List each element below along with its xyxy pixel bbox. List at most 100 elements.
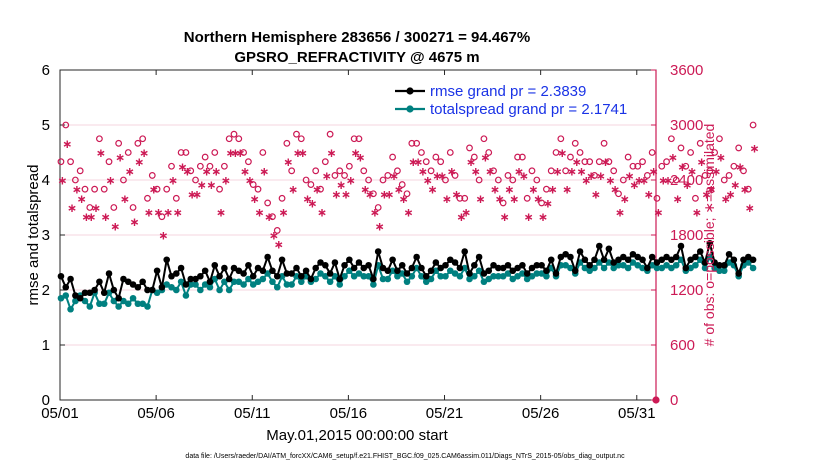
totalspread-point xyxy=(720,267,728,275)
rmse-point xyxy=(408,264,416,272)
obs-assimilated-point: ∗ xyxy=(687,164,697,178)
obs-assimilated-point: ∗ xyxy=(514,164,524,178)
obs-assimilated-point: ∗ xyxy=(278,206,288,220)
obs-possible-point xyxy=(446,149,454,156)
rmse-point xyxy=(331,259,339,266)
rmse-point xyxy=(735,270,742,277)
totalspread-point xyxy=(389,267,396,275)
obs-assimilated-point: ∗ xyxy=(399,192,409,206)
rmse-point xyxy=(422,272,430,280)
totalspread-point xyxy=(346,267,353,275)
rmse-point xyxy=(264,253,271,261)
obs-assimilated-point: ∗ xyxy=(562,183,572,197)
totalspread-point xyxy=(528,272,536,280)
totalspread-point xyxy=(581,264,589,272)
rmse-point xyxy=(466,270,473,277)
rmse-point xyxy=(586,261,593,269)
rmse-point xyxy=(105,270,113,277)
obs-possible-point xyxy=(615,190,622,198)
totalspread-point xyxy=(269,278,276,286)
totalspread-point xyxy=(384,275,392,283)
obs-possible-point xyxy=(413,139,421,147)
obs-possible-point xyxy=(706,167,714,175)
obs-assimilated-point: ∗ xyxy=(620,192,630,206)
rmse-point xyxy=(567,253,574,261)
obs-assimilated-point: ∗ xyxy=(711,164,721,178)
obs-possible-point xyxy=(283,139,291,147)
obs-possible-point xyxy=(629,162,637,170)
rmse-point xyxy=(100,289,108,297)
obs-assimilated-point: ∗ xyxy=(274,238,284,252)
totalspread-point xyxy=(523,275,531,283)
obs-possible-point xyxy=(552,149,560,156)
rmse-point xyxy=(523,270,531,277)
rmse-point xyxy=(490,261,497,269)
obs-assimilated-point: ∗ xyxy=(105,174,115,188)
obs-assimilated-point: ∗ xyxy=(298,146,308,160)
obs-assimilated-point: ∗ xyxy=(653,206,663,220)
obs-assimilated-point: ∗ xyxy=(663,174,673,188)
obs-assimilated-point: ∗ xyxy=(552,164,562,178)
obs-assimilated-point: ∗ xyxy=(437,169,447,183)
totalspread-point xyxy=(235,278,243,286)
obs-assimilated-point: ∗ xyxy=(701,187,711,201)
totalspread-point xyxy=(115,303,122,310)
obs-assimilated-point: ∗ xyxy=(259,164,269,178)
obs-assimilated-point: ∗ xyxy=(341,187,351,201)
rmse-point xyxy=(346,256,353,264)
obs-possible-point xyxy=(480,135,488,143)
obs-possible-point xyxy=(653,194,661,202)
obs-possible-point xyxy=(120,176,127,184)
obs-possible-point xyxy=(374,204,382,211)
obs-possible-point xyxy=(494,176,502,184)
rmse-point xyxy=(504,261,512,269)
obs-assimilated-point: ∗ xyxy=(461,206,471,220)
obs-possible-point xyxy=(398,181,406,188)
obs-possible-point xyxy=(466,144,473,152)
obs-possible-point xyxy=(610,167,618,175)
rmse-point xyxy=(620,253,627,261)
rmse-point xyxy=(201,267,209,275)
obs-assimilated-point: ∗ xyxy=(307,196,317,210)
totalspread-point xyxy=(451,270,459,277)
obs-possible-point xyxy=(692,194,699,202)
obs-assimilated-point: ∗ xyxy=(624,169,634,183)
obs-possible-point xyxy=(418,149,425,156)
totalspread-point xyxy=(211,275,219,283)
obs-assimilated-point: ∗ xyxy=(480,151,490,165)
obs-possible-point xyxy=(543,185,550,193)
obs-assimilated-point: ∗ xyxy=(673,192,683,206)
rmse-point xyxy=(456,264,464,272)
rmse-point xyxy=(91,286,98,294)
obs-assimilated-point: ∗ xyxy=(86,210,96,224)
totalspread-point xyxy=(624,264,632,272)
obs-assimilated-point: ∗ xyxy=(110,219,120,233)
totalspread-point xyxy=(620,261,627,269)
rmse-point xyxy=(336,275,344,283)
rmse-point xyxy=(158,283,166,291)
obs-assimilated-point: ∗ xyxy=(644,187,654,201)
rmse-point xyxy=(235,267,243,275)
obs-possible-point xyxy=(341,172,348,179)
totalspread-point xyxy=(490,272,497,280)
rmse-point xyxy=(437,264,444,272)
totalspread-point xyxy=(288,281,295,288)
totalspread-point xyxy=(538,270,545,277)
rmse-point xyxy=(663,253,670,261)
totalspread-point xyxy=(365,272,372,280)
rmse-point xyxy=(471,261,478,269)
rmse-point xyxy=(389,256,396,264)
totalspread-point xyxy=(283,281,291,288)
rmse-point xyxy=(629,250,637,258)
totalspread-point xyxy=(422,278,430,286)
rmse-point xyxy=(293,264,300,272)
rmse-point xyxy=(273,272,281,280)
rmse-point xyxy=(144,286,151,294)
rmse-point xyxy=(538,261,545,269)
rmse-point xyxy=(283,270,291,277)
right-tick-label: 1800 xyxy=(670,227,703,244)
obs-possible-point xyxy=(240,149,248,156)
obs-assimilated-point: ∗ xyxy=(293,146,303,160)
obs-possible-point xyxy=(76,167,84,175)
obs-possible-point xyxy=(206,162,214,170)
